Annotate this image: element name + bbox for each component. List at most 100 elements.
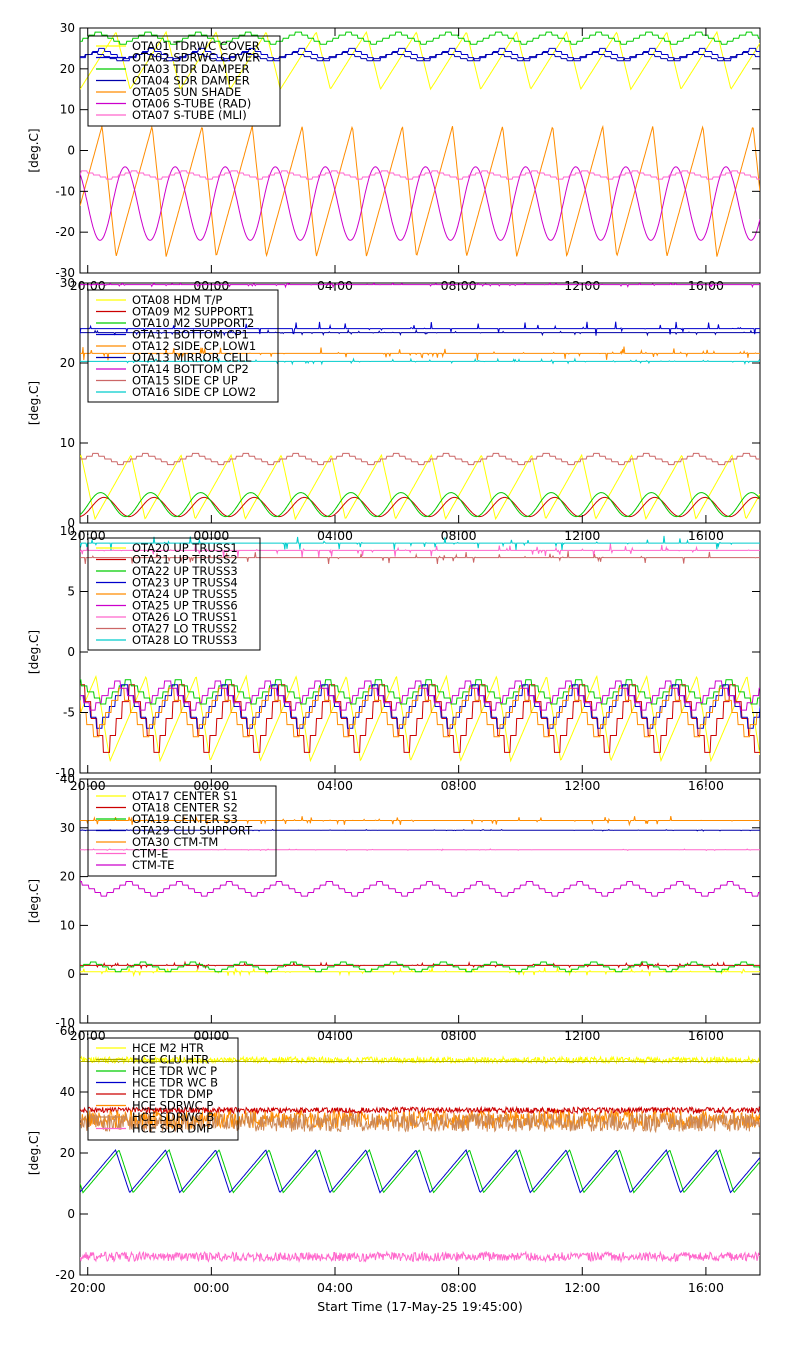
series-line	[80, 492, 760, 518]
series-line	[80, 543, 760, 558]
series-line	[80, 283, 760, 289]
y-tick-label: 30	[60, 821, 75, 835]
series-line	[80, 31, 760, 45]
legend-entry: OTA21 UP TRUSS2	[132, 553, 238, 567]
series-line	[80, 816, 760, 827]
legend-entry: OTA10 M2 SUPPORT2	[132, 316, 254, 330]
legend-entry: OTA05 SUN SHADE	[132, 85, 241, 99]
x-tick-label: 08:00	[441, 1280, 477, 1295]
y-tick-label: -20	[55, 225, 75, 239]
legend-entry: HCE SDRWC P	[132, 1099, 213, 1113]
legend-entry: HCE TDR WC B	[132, 1076, 218, 1090]
series-line	[80, 452, 760, 466]
y-axis-label: [deg.C]	[27, 128, 41, 172]
series-line	[80, 881, 760, 897]
series-line	[80, 1111, 760, 1134]
series-line	[80, 321, 760, 336]
series-line	[80, 124, 760, 258]
series-line	[80, 960, 760, 971]
legend-entry: OTA25 UP TRUSS6	[132, 599, 238, 613]
y-axis-label: [deg.C]	[27, 1131, 41, 1175]
series-line	[80, 47, 760, 62]
legend-box	[87, 785, 277, 877]
x-tick-label: 00:00	[193, 1280, 229, 1295]
legend-entry: OTA19 CENTER S3	[132, 812, 238, 826]
legend-entry: OTA27 LO TRUSS2	[132, 622, 237, 636]
series-line	[80, 684, 760, 729]
y-tick-label: 30	[60, 21, 75, 35]
x-tick-label: 12:00	[564, 1280, 600, 1295]
y-tick-label: 0	[67, 516, 75, 530]
y-tick-label: 20	[60, 870, 75, 884]
y-tick-label: 5	[67, 585, 75, 599]
y-tick-label: 40	[60, 772, 75, 786]
x-axis-label: Start Time (17-May-25 19:45:00)	[317, 1299, 522, 1314]
y-tick-label: -5	[63, 706, 75, 720]
series-line	[80, 453, 760, 521]
legend-entry: OTA09 M2 SUPPORT1	[132, 305, 254, 319]
series-line	[80, 357, 760, 366]
legend-entry: OTA18 CENTER S2	[132, 801, 238, 815]
y-tick-label: 20	[60, 356, 75, 370]
series-line	[80, 1059, 760, 1064]
plot-frame-4	[79, 778, 761, 1024]
series-line	[80, 346, 760, 361]
legend-entry: CTM-E	[132, 847, 168, 861]
series-line	[80, 535, 760, 551]
series-line	[80, 679, 760, 705]
legend-entry: OTA02 SDRWC COVER	[132, 51, 260, 65]
series-line	[80, 680, 760, 711]
x-tick-label: 04:00	[317, 1280, 353, 1295]
y-tick-label: 10	[60, 103, 75, 117]
y-tick-label: 20	[60, 62, 75, 76]
legend-entry: OTA04 SDR DAMPER	[132, 74, 250, 88]
legend-entry: OTA11 BOTTOM CP1	[132, 328, 249, 342]
legend-entry: OTA24 UP TRUSS5	[132, 587, 238, 601]
y-tick-label: 10	[60, 918, 75, 932]
legend-entry: OTA15 SIDE CP UP	[132, 374, 238, 388]
legend-entry: OTA03 TDR DAMPER	[132, 62, 250, 76]
legend-entry: OTA30 CTM-TM	[132, 835, 218, 849]
legend-box	[87, 537, 261, 651]
series-line	[80, 30, 760, 91]
y-tick-label: 30	[60, 276, 75, 290]
y-axis-label: [deg.C]	[27, 630, 41, 674]
legend-entry: HCE CLU HTR	[132, 1053, 209, 1067]
legend-entry: OTA29 CLU SUPPORT	[132, 824, 253, 838]
legend-entry: OTA22 UP TRUSS3	[132, 564, 238, 578]
legend-box	[87, 1037, 239, 1141]
series-line	[80, 170, 760, 180]
series-line	[80, 848, 760, 852]
legend-entry: OTA17 CENTER S1	[132, 789, 238, 803]
legend-entry: HCE SDR DMP	[132, 1122, 213, 1136]
series-line	[80, 328, 760, 337]
legend-entry: OTA14 BOTTOM CP2	[132, 362, 249, 376]
legend-entry: OTA08 HDM T/P	[132, 293, 222, 307]
legend-entry: HCE SDRWC B	[132, 1110, 214, 1124]
series-line	[80, 496, 760, 518]
y-axis-label: [deg.C]	[27, 381, 41, 425]
legend-entry: OTA01 TDRWC COVER	[132, 39, 260, 53]
y-tick-label: -10	[55, 1016, 75, 1030]
series-line	[80, 1105, 760, 1116]
legend-box	[87, 289, 279, 403]
legend-box	[87, 35, 281, 127]
y-tick-label: -10	[55, 766, 75, 780]
y-tick-label: 0	[67, 967, 75, 981]
series-line	[80, 961, 760, 973]
x-tick-label: 20:00	[70, 1280, 106, 1295]
y-tick-label: 60	[60, 1024, 75, 1038]
legend-entry: OTA26 LO TRUSS1	[132, 610, 237, 624]
y-tick-label: -10	[55, 184, 75, 198]
series-line	[80, 1149, 760, 1194]
y-tick-label: -20	[55, 1268, 75, 1282]
y-tick-label: 0	[67, 144, 75, 158]
y-tick-label: 0	[67, 645, 75, 659]
legend-entry: OTA07 S-TUBE (MLI)	[132, 108, 247, 122]
y-tick-label: 40	[60, 1085, 75, 1099]
legend-entry: OTA20 UP TRUSS1	[132, 541, 238, 555]
legend-entry: OTA06 S-TUBE (RAD)	[132, 97, 251, 111]
series-line	[80, 551, 760, 565]
legend-entry: OTA12 SIDE CP LOW1	[132, 339, 256, 353]
